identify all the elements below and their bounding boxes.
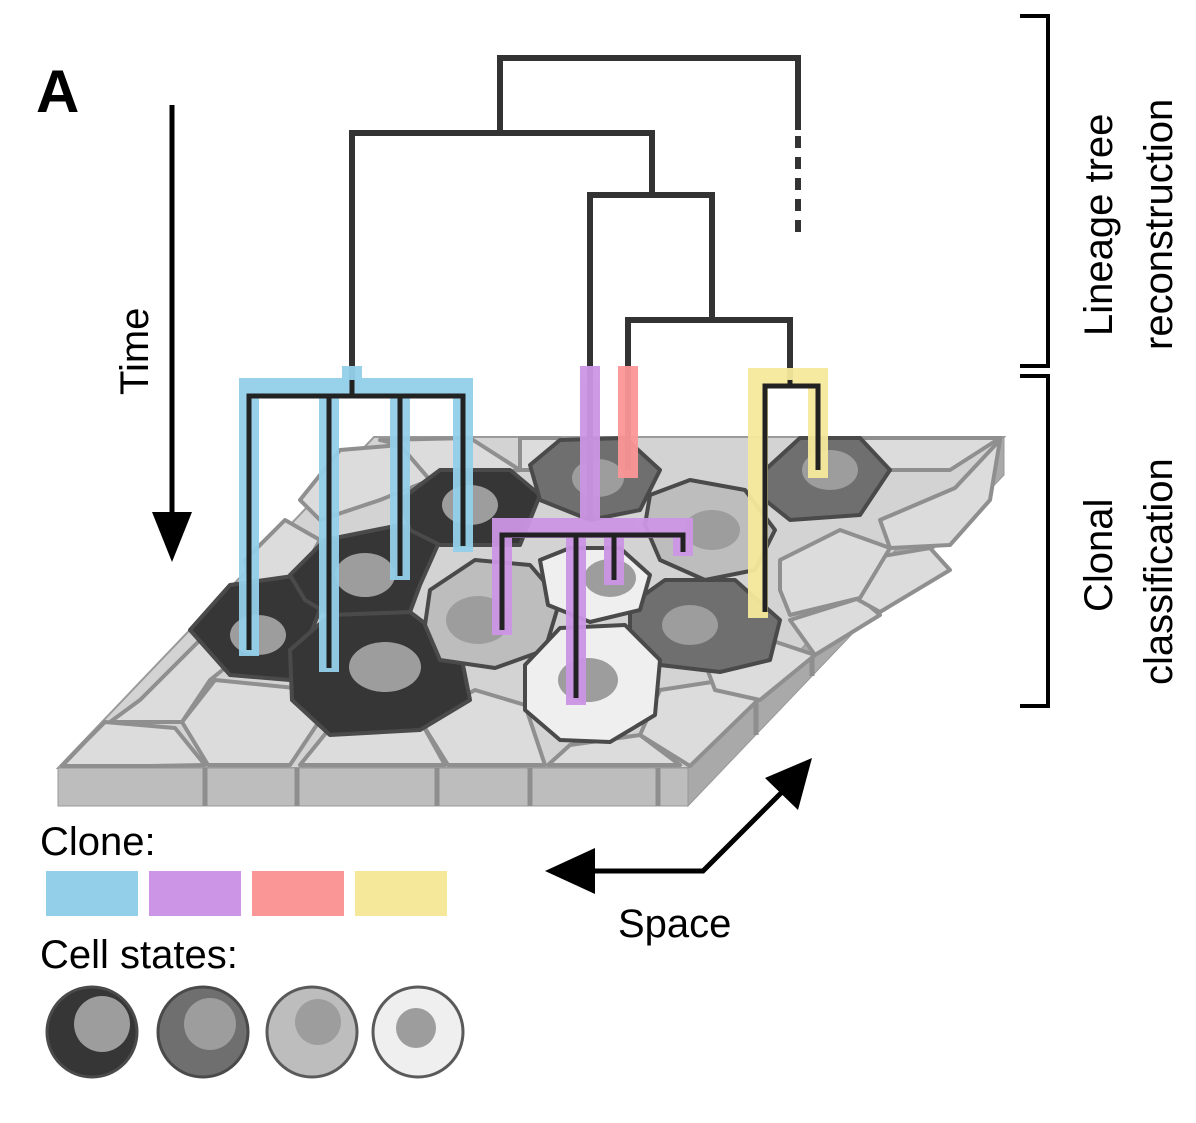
state-swatch-1: [45, 985, 139, 1079]
clone-swatch-yellow: [355, 871, 447, 916]
bracket-clonal: [1020, 374, 1050, 708]
space-label: Space: [618, 902, 731, 946]
state-swatch-3: [265, 985, 359, 1079]
clone-inner-lines: [246, 380, 821, 698]
clone-legend-title: Clone:: [40, 820, 156, 864]
clonal-label-line2: classification: [1137, 458, 1181, 685]
lineage-label-line1: Lineage tree: [1077, 114, 1121, 336]
time-label: Time: [113, 308, 157, 395]
bracket-lineage: [1020, 14, 1050, 368]
lineage-label-line2: reconstruction: [1137, 99, 1181, 350]
clonal-label-line1: Clonal: [1077, 499, 1121, 612]
states-legend-title: Cell states:: [40, 933, 238, 977]
space-arrows: [545, 758, 812, 894]
clone-legend: [46, 871, 447, 916]
background-cells: [60, 436, 1002, 768]
state-swatch-2: [156, 985, 250, 1079]
panel-label: A: [36, 58, 79, 125]
state-swatch-4: [371, 985, 465, 1079]
clone-swatch-purple: [149, 871, 241, 916]
clone-swatch-blue: [46, 871, 138, 916]
clone-swatch-red: [252, 871, 344, 916]
time-arrow: [152, 105, 192, 562]
state-legend: [45, 985, 465, 1079]
